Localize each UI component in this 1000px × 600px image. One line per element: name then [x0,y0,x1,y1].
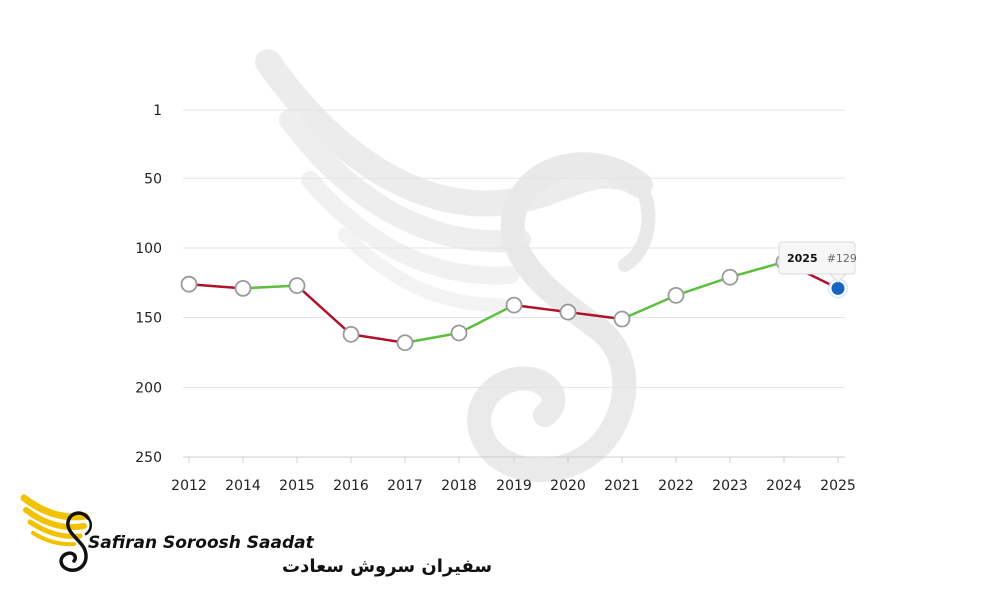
rank-series [187,260,840,344]
series-segment [674,275,732,297]
series-segment [349,333,407,344]
series-segment [403,331,461,344]
x-tick-label: 2015 [279,478,315,494]
series-segment [295,284,353,336]
y-tick-label: 200 [135,380,162,396]
data-point[interactable] [559,303,577,321]
data-point[interactable] [180,275,198,293]
y-tick-label: 100 [135,241,162,257]
x-tick-label: 2012 [171,478,207,494]
grid-lines [183,109,845,458]
x-tick-label: 2021 [604,478,640,494]
data-point[interactable] [613,310,631,328]
x-tick-label: 2025 [820,478,856,494]
data-point[interactable] [667,286,685,304]
x-axis: 2012 2014 2015 2016 2017 2018 2019 2020 2021 2022… [171,456,856,494]
x-tick-label: 2022 [658,478,694,494]
rank-tooltip: 2025 #129 [778,241,857,283]
y-tick-label: 1 [153,103,162,119]
x-tick-label: 2016 [333,478,369,494]
data-point[interactable] [505,296,523,314]
logo-farsi-text: سفیران سروش سعادت [282,556,492,577]
x-tick-label: 2024 [766,478,802,494]
logo-latin-text: Safiran Soroosh Saadat [88,533,315,553]
x-tick-label: 2014 [225,478,261,494]
series-segment [728,260,786,279]
x-tick-label: 2019 [496,478,532,494]
y-tick-label: 50 [144,171,162,187]
data-point[interactable] [288,277,306,294]
data-point[interactable] [450,324,468,342]
tooltip-year: 2025 [787,252,818,265]
data-point[interactable] [396,334,414,352]
swan-logo-icon [20,494,92,572]
y-tick-label: 150 [135,311,162,327]
svg-text:2025 #129: 2025 #129 [787,247,857,266]
x-tick-label: 2018 [441,478,477,494]
x-tick-label: 2020 [550,478,586,494]
tooltip-rank: #129 [827,252,857,265]
tooltip-pointer [828,273,848,283]
swan-watermark-icon [255,49,656,483]
data-point[interactable] [342,325,360,343]
tooltip-box [778,241,856,275]
series-segment [241,284,299,290]
series-segment [457,303,516,335]
company-logo: Safiran Soroosh Saadat سفیران سروش سعادت [20,494,492,577]
x-tick-label: 2023 [712,478,748,494]
series-segment [620,294,678,321]
series-segment [187,282,245,290]
series-segment [566,310,624,321]
series-segment [512,303,570,314]
y-tick-label: 250 [135,450,162,466]
data-point[interactable] [721,268,739,286]
data-point[interactable] [234,279,252,297]
data-point-selected[interactable] [829,279,847,297]
x-tick-label: 2017 [387,478,423,494]
